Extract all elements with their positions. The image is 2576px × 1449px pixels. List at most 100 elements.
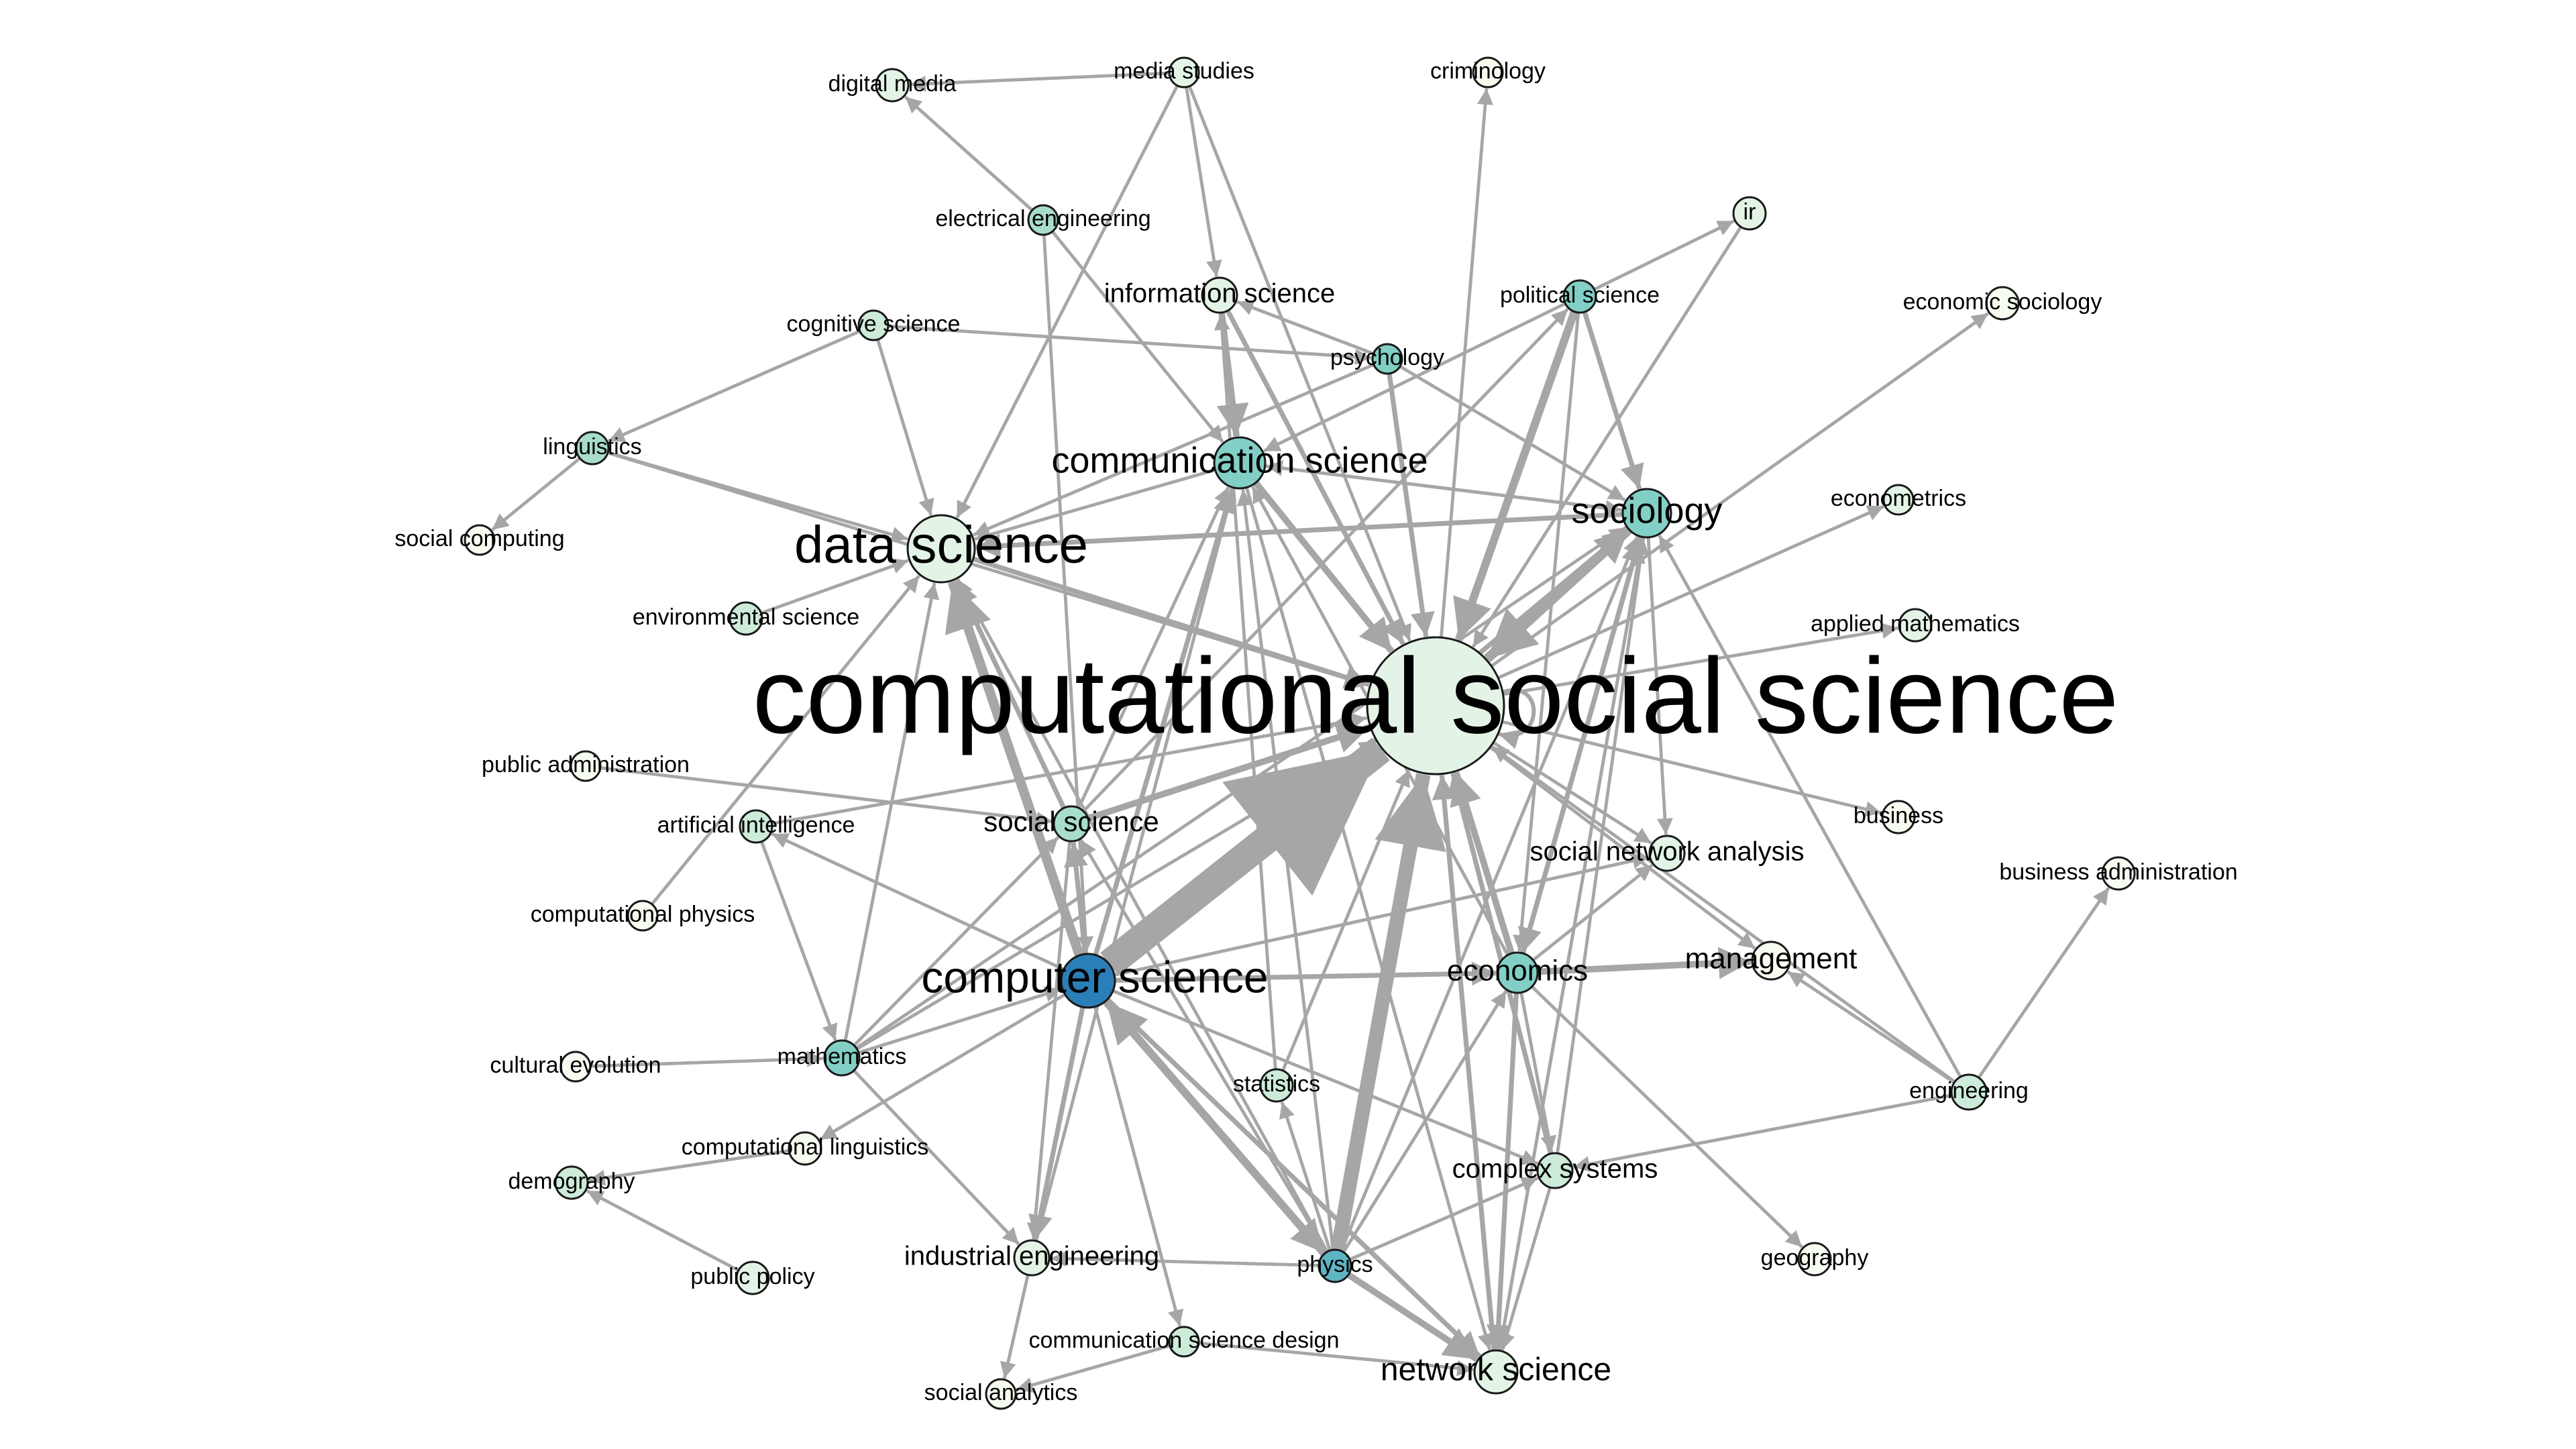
- node-ce[interactable]: [559, 1051, 592, 1083]
- node-label-csd: communication science design: [1028, 1328, 1339, 1353]
- edge-env-to-ds: [760, 558, 909, 615]
- node-label-phys: physics: [1297, 1252, 1373, 1277]
- node-label-geo: geography: [1761, 1245, 1869, 1271]
- edge-math-to-cs: [858, 986, 1062, 1055]
- edge-phys-to-ss: [1079, 839, 1328, 1253]
- edge-econ-to-mgmt: [1537, 947, 1752, 979]
- edge-layer: [491, 71, 2110, 1393]
- node-ling[interactable]: [575, 431, 610, 466]
- node-econ[interactable]: [1496, 951, 1539, 994]
- edge-cs-to-ds: [945, 580, 1084, 957]
- node-ss[interactable]: [1053, 805, 1090, 843]
- edge-ie-to-comm: [1034, 488, 1237, 1242]
- node-psy[interactable]: [1371, 343, 1403, 375]
- node-ie[interactable]: [1013, 1239, 1051, 1277]
- node-scomp[interactable]: [464, 524, 496, 556]
- node-label-ss: social science: [983, 806, 1159, 837]
- edge-ee-to-dm: [904, 95, 1034, 212]
- node-cog[interactable]: [857, 309, 890, 341]
- edge-math-to-css: [856, 740, 1377, 1051]
- node-eng[interactable]: [1950, 1073, 1988, 1111]
- node-env[interactable]: [729, 601, 763, 636]
- node-cl[interactable]: [788, 1131, 822, 1166]
- node-mgmt[interactable]: [1751, 941, 1791, 981]
- node-phys[interactable]: [1318, 1248, 1352, 1283]
- edge-css-to-am: [1503, 623, 1898, 696]
- edge-eng-to-mgmt: [1786, 970, 1955, 1084]
- node-ee[interactable]: [1027, 204, 1059, 236]
- node-label-mgmt: management: [1685, 943, 1858, 975]
- node-sa[interactable]: [985, 1378, 1017, 1410]
- edge-cog-to-ling: [607, 329, 861, 443]
- edge-eng-to-css: [1491, 745, 1956, 1083]
- node-stat[interactable]: [1259, 1068, 1294, 1103]
- node-label-info: information science: [1104, 279, 1336, 309]
- node-am[interactable]: [1898, 608, 1933, 643]
- edge-csd-to-sa: [1016, 1344, 1171, 1393]
- edge-ling-to-scomp: [491, 457, 581, 531]
- node-layer: [464, 56, 2136, 1410]
- edge-cs-to-cl: [819, 993, 1066, 1141]
- node-comm[interactable]: [1213, 436, 1267, 490]
- node-label-ling: linguistics: [543, 434, 641, 460]
- edge-phys-to-ns: [1346, 1272, 1479, 1362]
- node-pa[interactable]: [570, 750, 602, 782]
- edge-ir-to-css: [1471, 225, 1743, 648]
- node-label-ms: media studies: [1114, 58, 1254, 84]
- edge-pol-to-ir: [1593, 219, 1735, 291]
- node-ms[interactable]: [1168, 56, 1200, 89]
- node-info[interactable]: [1201, 276, 1238, 314]
- node-label-econ: economics: [1447, 955, 1588, 987]
- edge-econ-to-geo: [1530, 985, 1803, 1248]
- edge-pol-to-econ: [1513, 312, 1580, 952]
- node-ds[interactable]: [906, 514, 976, 584]
- edge-ee-to-comm: [1051, 230, 1224, 443]
- edge-ss-to-ie: [1026, 841, 1071, 1240]
- edge-phys-to-ie: [1050, 1250, 1320, 1267]
- node-demo[interactable]: [554, 1165, 589, 1200]
- node-pol[interactable]: [1562, 279, 1597, 314]
- node-ectr[interactable]: [1882, 484, 1915, 516]
- edge-cs-to-sna: [1114, 853, 1650, 977]
- node-math[interactable]: [823, 1039, 861, 1077]
- node-label-sa: social analytics: [924, 1380, 1078, 1405]
- node-bus[interactable]: [1881, 800, 1916, 835]
- node-sna[interactable]: [1648, 835, 1686, 872]
- edge-econ-to-ns: [1486, 992, 1519, 1350]
- node-ai[interactable]: [739, 809, 773, 844]
- node-label-ir: ir: [1743, 199, 1756, 225]
- edge-ss-to-pol: [1082, 308, 1569, 812]
- edge-ms-to-ds: [955, 85, 1179, 519]
- edge-ss-to-ds: [953, 579, 1067, 810]
- node-cx[interactable]: [1536, 1152, 1574, 1189]
- edge-cog-to-psy: [888, 325, 1372, 365]
- node-geo[interactable]: [1797, 1242, 1832, 1277]
- node-label-ce: cultural evolution: [490, 1053, 661, 1078]
- node-ns[interactable]: [1473, 1349, 1519, 1395]
- node-label-sna: social network analysis: [1529, 837, 1804, 867]
- edge-soc-to-econ: [1518, 535, 1643, 953]
- node-cphys[interactable]: [627, 900, 659, 932]
- node-label-css: computational social science: [753, 635, 2119, 755]
- edge-pa-to-ss: [600, 766, 1053, 828]
- node-csd[interactable]: [1168, 1326, 1200, 1358]
- node-label-dm: digital media: [828, 71, 957, 97]
- edge-cs-to-soc: [1107, 527, 1629, 966]
- node-label-stat: statistics: [1233, 1071, 1320, 1097]
- node-dm[interactable]: [875, 68, 910, 103]
- node-ba[interactable]: [2101, 856, 2136, 891]
- edge-eng-to-cx: [1573, 1093, 1952, 1173]
- node-ir[interactable]: [1732, 196, 1767, 231]
- edge-css-to-esoc: [1490, 312, 1990, 667]
- node-label-esoc: economic sociology: [1903, 289, 2102, 315]
- node-label-psy: psychology: [1330, 345, 1444, 370]
- node-esoc[interactable]: [1985, 286, 2020, 321]
- edge-soc-to-ns: [1495, 537, 1645, 1350]
- node-crim[interactable]: [1472, 56, 1504, 89]
- node-label-cl: computational linguistics: [682, 1134, 929, 1160]
- node-cs[interactable]: [1060, 953, 1116, 1009]
- node-pp[interactable]: [735, 1260, 770, 1295]
- edge-ce-to-math: [590, 1051, 824, 1068]
- node-css[interactable]: [1366, 636, 1505, 775]
- node-soc[interactable]: [1621, 488, 1672, 539]
